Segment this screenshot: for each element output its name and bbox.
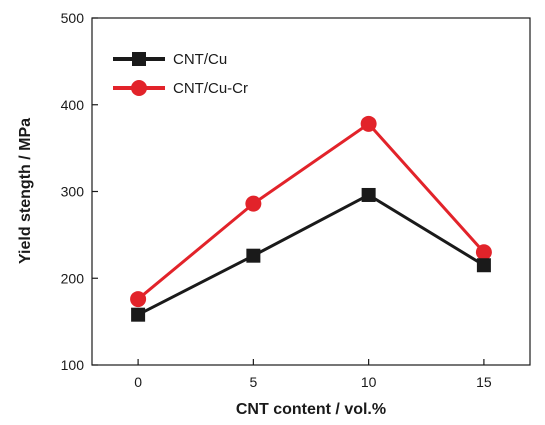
legend: CNT/Cu CNT/Cu-Cr: [113, 51, 248, 97]
y-tick-label: 500: [61, 10, 85, 26]
series-line-cnt-cu: [137, 193, 485, 317]
y-tick-label: 300: [61, 184, 85, 200]
plot-area: [91, 17, 531, 366]
data-point-cnt-cu-cr: [245, 195, 262, 212]
x-tick-label: 15: [476, 374, 492, 390]
x-axis-title: CNT content / vol.%: [236, 401, 386, 418]
data-point-cnt-cu: [476, 258, 491, 273]
legend-label-cnt-cu: CNT/Cu: [173, 51, 227, 68]
data-point-cnt-cu: [361, 187, 376, 202]
legend-marker-cnt-cu: [132, 52, 146, 66]
data-point-cnt-cu: [246, 248, 261, 263]
y-tick-label: 100: [61, 357, 85, 373]
data-point-cnt-cu-cr: [360, 115, 377, 132]
legend-marker-cnt-cu-cr: [131, 80, 147, 96]
x-tick-label: 5: [249, 374, 257, 390]
y-ticks: 100 200 300 400 500: [61, 10, 98, 373]
x-tick-label: 10: [361, 374, 377, 390]
x-ticks: 0 5 10 15: [134, 359, 492, 390]
series-line-cnt-cu-cr: [137, 121, 486, 301]
data-point-cnt-cu: [131, 307, 146, 322]
series-group: [130, 115, 492, 322]
x-tick-label: 0: [134, 374, 142, 390]
legend-label-cnt-cu-cr: CNT/Cu-Cr: [173, 80, 248, 97]
data-point-cnt-cu-cr: [475, 244, 492, 261]
y-tick-label: 200: [61, 270, 85, 286]
y-axis-title: Yield stength / MPa: [17, 118, 34, 264]
y-tick-label: 400: [61, 97, 85, 113]
data-point-cnt-cu-cr: [130, 291, 147, 308]
